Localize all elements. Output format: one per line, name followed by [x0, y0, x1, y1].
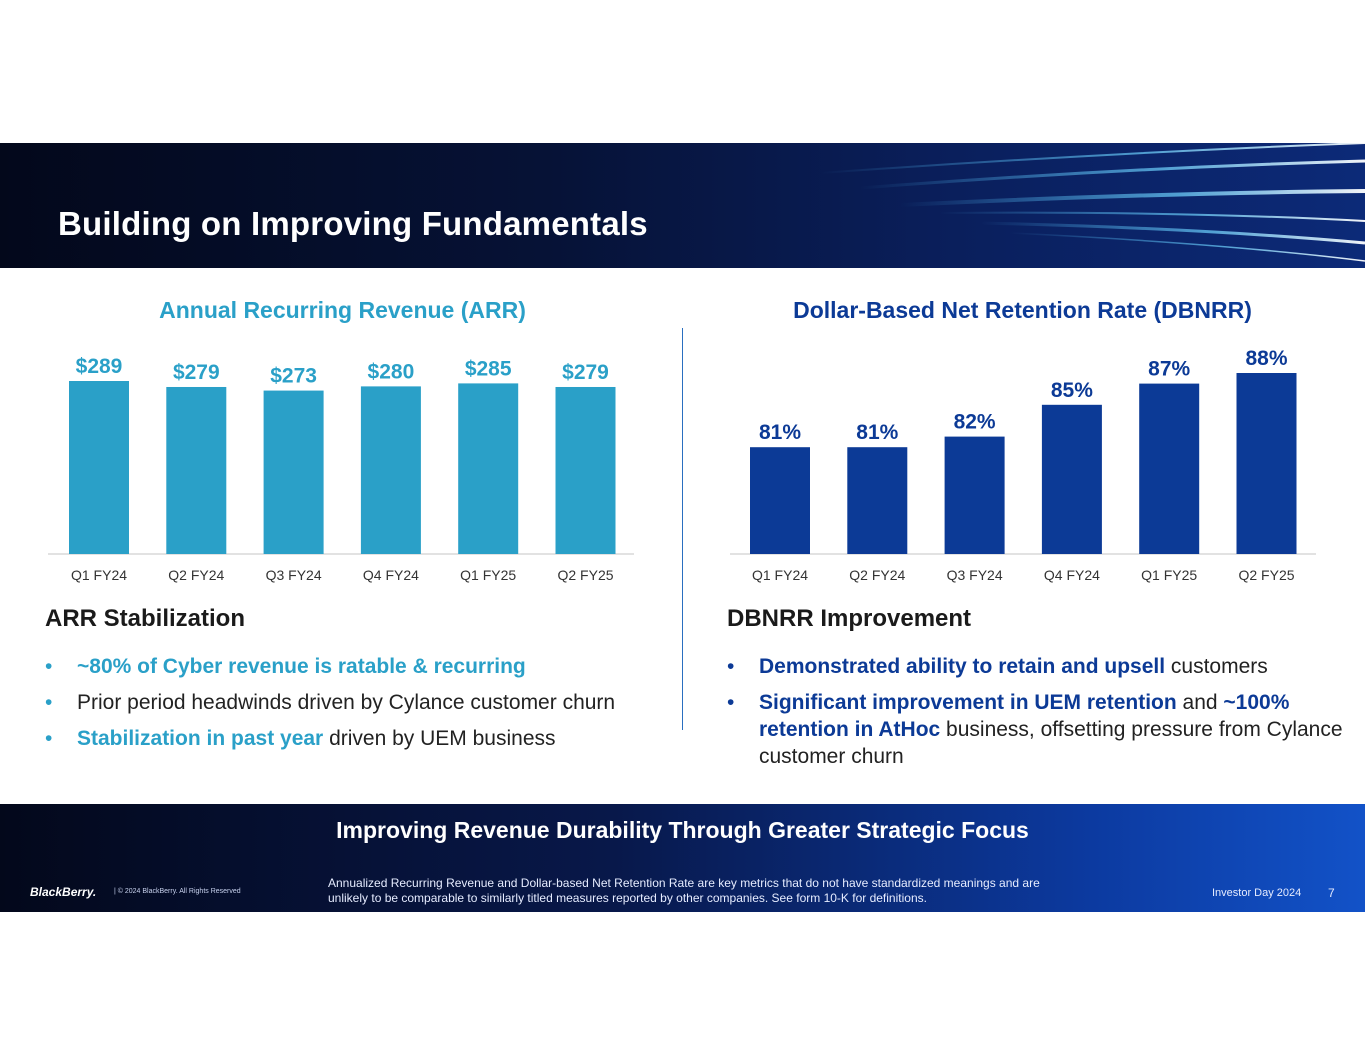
dbnrr-chart-title: Dollar-Based Net Retention Rate (DBNRR): [793, 297, 1252, 323]
list-item: • Significant improvement in UEM retentio…: [727, 689, 1347, 770]
x-tick-label: Q1 FY24: [752, 567, 808, 583]
x-tick-label: Q4 FY24: [1044, 567, 1100, 583]
data-label: $279: [562, 361, 609, 384]
bar: [944, 436, 1005, 554]
list-item: • Demonstrated ability to retain and upse…: [727, 653, 1347, 680]
bar: [360, 386, 421, 554]
data-label: 88%: [1245, 347, 1287, 370]
x-tick-label: Q2 FY25: [1238, 567, 1294, 583]
bullet-highlight: Stabilization in past year: [77, 727, 324, 750]
bar: [69, 381, 129, 554]
header-band: Building on Improving Fundamentals: [0, 143, 1365, 268]
arr-bar-chart: $289 Q1 FY24 $279 Q2 FY24 $273 Q3 FY24 $280 Q4 …: [48, 355, 634, 583]
x-tick-label: Q4 FY24: [363, 567, 419, 583]
data-label: $273: [270, 365, 317, 388]
bullet-marker: •: [45, 691, 53, 714]
bullet-highlight: ~80% of Cyber revenue is ratable & recur…: [77, 655, 526, 678]
data-label: 81%: [856, 421, 898, 444]
x-tick-label: Q3 FY24: [266, 567, 322, 583]
x-tick-label: Q2 FY24: [168, 567, 224, 583]
data-label: 85%: [1051, 379, 1093, 402]
x-tick-label: Q3 FY24: [947, 567, 1003, 583]
bar: [1236, 373, 1297, 554]
data-label: $280: [368, 360, 415, 383]
bar: [555, 386, 616, 554]
bullet-marker: •: [727, 691, 735, 714]
arr-section-heading: ARR Stabilization: [45, 605, 246, 632]
bar: [847, 447, 908, 554]
data-label: 87%: [1148, 358, 1190, 381]
bullet-text: Prior period headwinds driven by Cylance…: [77, 691, 616, 714]
bullet-marker: •: [45, 655, 53, 678]
list-item: • Stabilization in past year driven by UE…: [45, 725, 675, 752]
list-item: • ~80% of Cyber revenue is ratable & recu…: [45, 653, 675, 680]
bar: [166, 386, 227, 554]
x-tick-label: Q2 FY24: [849, 567, 905, 583]
dbnrr-bar-chart: 81% Q1 FY24 81% Q2 FY24 82% Q3 FY24 85% Q4 FY24…: [730, 347, 1316, 583]
copyright-text: | © 2024 BlackBerry. All Rights Reserved: [114, 888, 241, 895]
bullet-highlight: Demonstrated ability to retain and upsel…: [759, 655, 1166, 678]
x-tick-label: Q1 FY24: [71, 567, 127, 583]
list-item: • Prior period headwinds driven by Cylanc…: [45, 689, 675, 716]
event-label: Investor Day 2024: [1212, 887, 1302, 899]
data-label: 82%: [954, 411, 996, 434]
blackberry-logo: BlackBerry.: [30, 885, 97, 899]
bullet-text: driven by UEM business: [323, 727, 556, 750]
bar: [1139, 383, 1200, 554]
slide: Building on Improving Fundamentals Annua…: [0, 143, 1365, 912]
bullet-marker: •: [727, 655, 735, 678]
page-number: 7: [1328, 886, 1335, 900]
data-label: $285: [465, 357, 512, 380]
dbnrr-section-heading: DBNRR Improvement: [727, 605, 972, 632]
page-title: Building on Improving Fundamentals: [58, 205, 648, 242]
bar: [750, 447, 810, 554]
bullet-text: business, offsetting pressure from Cylan…: [759, 718, 1343, 768]
disclaimer-text: Annualized Recurring Revenue and Dollar-…: [328, 876, 1040, 905]
bullet-text: and: [1176, 691, 1224, 714]
dbnrr-bullet-list: • Demonstrated ability to retain and upse…: [727, 653, 1347, 779]
column-divider: [682, 328, 683, 730]
data-label: $279: [173, 361, 220, 384]
bullet-highlight: ~100% retention in AtHoc: [759, 691, 1290, 741]
x-tick-label: Q2 FY25: [557, 567, 613, 583]
data-label: 81%: [759, 421, 801, 444]
arr-bullet-list: • ~80% of Cyber revenue is ratable & recu…: [45, 653, 675, 761]
footer-band: Improving Revenue Durability Through Gre…: [0, 804, 1365, 912]
data-label: $289: [76, 355, 123, 378]
bar: [1041, 404, 1102, 554]
bullet-highlight: Significant improvement in UEM retention: [759, 691, 1177, 714]
x-tick-label: Q1 FY25: [1141, 567, 1197, 583]
bar: [263, 390, 324, 554]
footer-tagline: Improving Revenue Durability Through Gre…: [336, 817, 1029, 843]
bullet-marker: •: [45, 727, 53, 750]
x-tick-label: Q1 FY25: [460, 567, 516, 583]
light-streaks-decoration: [819, 143, 1365, 262]
bullet-text: customers: [1165, 655, 1268, 678]
bar: [458, 383, 519, 554]
arr-chart-title: Annual Recurring Revenue (ARR): [159, 297, 526, 323]
